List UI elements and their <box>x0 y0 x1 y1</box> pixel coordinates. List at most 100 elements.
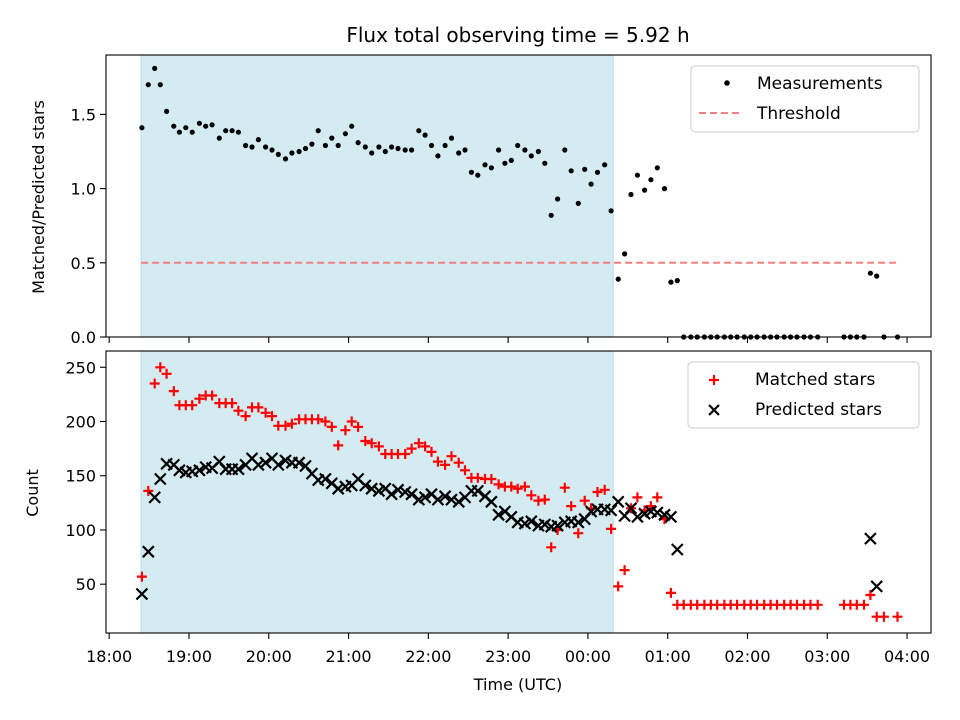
measurement-point <box>522 147 528 153</box>
measurement-point <box>235 129 241 135</box>
x-tick-label: 00:00 <box>565 647 611 666</box>
predicted-star-point <box>319 472 332 486</box>
matched-star-point <box>253 402 264 413</box>
measurement-point <box>642 187 648 193</box>
matched-star-point <box>366 438 377 449</box>
predicted-star-point <box>864 532 877 545</box>
matched-star-point <box>512 483 523 494</box>
measurement-point <box>176 129 182 135</box>
measurement-point <box>416 128 422 134</box>
predicted-star-point <box>405 487 418 501</box>
top-panel: 0.0 0.5 1.0 1.5 Matched/Predicted stars Mea… <box>29 54 932 347</box>
matched-star-point <box>187 400 198 411</box>
measurement-point <box>402 147 408 153</box>
predicted-star-point <box>154 472 167 486</box>
measurement-point <box>594 169 601 175</box>
bottom-y-ticks: 50 100 150 200 250 <box>65 358 106 594</box>
measurement-point <box>249 144 255 150</box>
top-y-axis-label: Matched/Predicted stars <box>29 100 48 294</box>
matched-star-point <box>161 368 172 379</box>
measurement-point <box>528 153 534 159</box>
measurement-point <box>409 147 415 153</box>
matched-star-point <box>519 481 530 492</box>
matched-star-point <box>878 611 889 622</box>
measurement-point <box>867 270 874 276</box>
measurement-point <box>615 276 621 282</box>
predicted-star-point <box>445 493 458 506</box>
y-tick-label: 0.0 <box>71 328 96 347</box>
predicted-star-point <box>525 515 538 528</box>
matched-star-point <box>859 599 869 610</box>
measurement-point <box>196 120 202 126</box>
measurement-point <box>428 142 435 149</box>
measurement-point <box>435 153 441 159</box>
legend-matched-marker <box>709 375 719 385</box>
matched-star-point <box>865 590 876 600</box>
measurement-point <box>448 135 455 141</box>
matched-star-point <box>333 440 344 451</box>
measurement-point <box>389 144 395 150</box>
top-y-ticks: 0.0 0.5 1.0 1.5 <box>71 105 106 347</box>
legend-measurements-label: Measurements <box>757 74 883 94</box>
matched-star-point <box>400 449 411 459</box>
measurement-point <box>468 169 474 175</box>
predicted-star-point <box>492 508 505 522</box>
measurement-point <box>355 140 361 146</box>
matched-star-point <box>546 542 557 553</box>
predicted-star-point <box>232 462 245 476</box>
y-tick-label: 1.0 <box>71 180 96 199</box>
measurement-point <box>164 108 170 114</box>
predicted-stars-points <box>135 452 883 601</box>
x-tick-label: 03:00 <box>804 647 850 666</box>
measurement-point <box>255 137 261 143</box>
matched-star-point <box>426 446 437 457</box>
matched-star-point <box>892 611 903 622</box>
x-tick-label: 23:00 <box>485 647 531 666</box>
y-tick-label: 250 <box>65 358 96 377</box>
matched-star-point <box>320 416 331 427</box>
measurement-point <box>223 128 229 134</box>
predicted-star-point <box>193 464 206 477</box>
matched-star-point <box>326 421 337 432</box>
predicted-star-point <box>148 491 161 504</box>
measurement-point <box>602 162 608 168</box>
measurement-point <box>157 82 163 88</box>
matched-star-point <box>812 599 823 610</box>
measurement-point <box>189 129 195 135</box>
matched-star-point <box>665 587 676 598</box>
matched-star-point <box>168 386 179 397</box>
predicted-star-point <box>135 587 149 601</box>
matched-star-point <box>406 443 417 454</box>
matched-star-point <box>645 501 656 512</box>
measurement-point <box>369 150 375 156</box>
matched-star-point <box>313 414 324 425</box>
measurement-point <box>874 273 880 279</box>
matched-star-point <box>340 425 351 436</box>
predicted-star-point <box>664 510 678 524</box>
measurement-point <box>542 160 548 166</box>
chart-title: Flux total observing time = 5.92 h <box>346 23 689 47</box>
matched-star-point <box>486 474 497 484</box>
predicted-star-point <box>359 479 372 492</box>
measurement-point <box>654 165 660 171</box>
measurement-point <box>475 172 481 178</box>
measurement-point <box>482 162 488 168</box>
measurement-point <box>588 181 594 187</box>
predicted-star-point <box>385 487 398 501</box>
predicted-star-point <box>418 491 432 504</box>
measurement-point <box>349 123 355 129</box>
measurement-point <box>322 142 328 149</box>
measurement-point <box>145 82 151 88</box>
matched-star-point <box>526 490 537 501</box>
measurement-point <box>171 123 177 129</box>
measurement-point <box>282 156 289 162</box>
predicted-star-point <box>365 482 378 495</box>
measurement-point <box>203 123 209 129</box>
measurement-point <box>269 147 275 153</box>
measurement-point <box>216 135 222 141</box>
matched-star-point <box>606 523 617 534</box>
y-tick-label: 50 <box>76 575 96 594</box>
measurement-point <box>362 144 368 150</box>
predicted-star-point <box>292 456 306 469</box>
